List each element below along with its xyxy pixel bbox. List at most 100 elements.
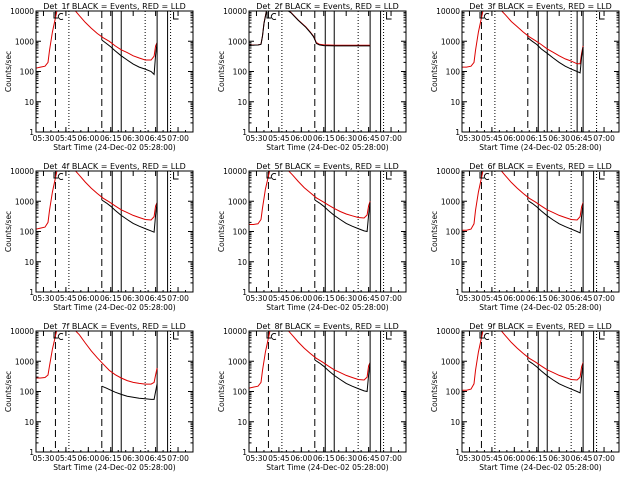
lld-series-line	[36, 171, 158, 230]
y-axis-label: Counts/sec	[430, 51, 439, 92]
x-tick-label: 05:30	[459, 454, 481, 463]
y-tick-label: 1000	[228, 357, 247, 366]
y-tick-label: 10000	[436, 327, 460, 336]
top-marker-glyph	[53, 332, 64, 340]
detector-panel: 05:30 05:45 06:00 06:15 06:30 06:45 07:00 1 10 10…	[217, 322, 407, 472]
x-tick-label: 07:00	[380, 454, 402, 463]
top-marker-glyph	[173, 332, 179, 340]
top-marker-glyph	[599, 12, 605, 20]
x-tick-label: 06:15	[313, 454, 335, 463]
x-axis-label: Start Time (24-Dec-02 05:28:00)	[479, 303, 601, 312]
x-tick-label: 05:45	[481, 454, 503, 463]
y-tick-label: 10000	[223, 327, 247, 336]
x-tick-label: 06:45	[358, 134, 380, 143]
plot-frame	[248, 330, 407, 453]
y-tick-label: 10	[450, 258, 460, 267]
y-tick-label: 100	[233, 388, 248, 397]
top-marker-glyph	[386, 332, 392, 340]
x-tick-label: 05:45	[268, 454, 290, 463]
x-tick-label: 07:00	[593, 454, 615, 463]
top-marker-glyph	[173, 12, 179, 20]
top-marker-glyph	[599, 332, 605, 340]
lld-series-line	[36, 11, 158, 69]
x-tick-label: 05:45	[268, 294, 290, 303]
y-tick-label: 1000	[441, 357, 460, 366]
events-series-line	[249, 11, 371, 47]
y-tick-label: 1000	[15, 37, 34, 46]
y-tick-label: 1	[29, 128, 34, 137]
x-tick-label: 06:00	[504, 454, 526, 463]
y-tick-label: 10000	[10, 7, 34, 16]
y-tick-label: 100	[233, 228, 248, 237]
lld-series-line	[249, 171, 371, 225]
y-tick-label: 10	[237, 258, 247, 267]
x-tick-label: 06:15	[100, 294, 122, 303]
x-tick-label: 06:30	[548, 294, 570, 303]
y-tick-label: 10	[450, 418, 460, 427]
detector-panel: 05:30 05:45 06:00 06:15 06:30 06:45 07:00 1 10 10…	[4, 322, 194, 472]
panel-title: Det_1f BLACK = Events, RED = LLD	[43, 2, 186, 11]
x-tick-label: 07:00	[167, 134, 189, 143]
x-axis-label: Start Time (24-Dec-02 05:28:00)	[479, 463, 601, 472]
x-tick-label: 06:15	[100, 454, 122, 463]
x-axis-label: Start Time (24-Dec-02 05:28:00)	[266, 463, 388, 472]
y-tick-label: 1	[455, 128, 460, 137]
y-tick-label: 100	[446, 228, 461, 237]
x-tick-label: 07:00	[380, 294, 402, 303]
y-tick-label: 10000	[223, 7, 247, 16]
x-tick-label: 07:00	[593, 134, 615, 143]
y-tick-label: 1	[242, 448, 247, 457]
x-tick-label: 06:15	[526, 294, 548, 303]
y-tick-label: 1000	[441, 37, 460, 46]
events-series-line	[527, 37, 584, 74]
top-marker-glyph	[173, 172, 179, 180]
x-tick-label: 06:15	[100, 134, 122, 143]
x-tick-label: 06:15	[313, 294, 335, 303]
y-tick-label: 10000	[436, 7, 460, 16]
y-tick-label: 100	[20, 228, 35, 237]
x-tick-label: 05:45	[481, 134, 503, 143]
x-tick-label: 07:00	[380, 134, 402, 143]
top-marker-glyph	[599, 172, 605, 180]
panel-title: Det_7f BLACK = Events, RED = LLD	[43, 322, 186, 331]
x-tick-label: 05:30	[33, 294, 55, 303]
detector-panel: 05:30 05:45 06:00 06:15 06:30 06:45 07:00 1 10 10…	[430, 2, 620, 152]
x-tick-label: 06:30	[335, 294, 357, 303]
events-series-line	[101, 199, 158, 233]
y-axis-label: Counts/sec	[217, 371, 226, 412]
x-tick-label: 05:30	[33, 134, 55, 143]
x-tick-label: 06:00	[291, 294, 313, 303]
y-tick-label: 10000	[436, 167, 460, 176]
x-tick-label: 07:00	[167, 294, 189, 303]
y-axis-label: Counts/sec	[430, 371, 439, 412]
top-marker-glyph	[386, 172, 392, 180]
panel-title: Det_4f BLACK = Events, RED = LLD	[43, 162, 186, 171]
y-axis-label: Counts/sec	[4, 371, 13, 412]
x-tick-label: 06:30	[122, 134, 144, 143]
detector-panel: 05:30 05:45 06:00 06:15 06:30 06:45 07:00 1 10 10…	[4, 162, 194, 312]
y-tick-label: 100	[233, 68, 248, 77]
x-tick-label: 05:30	[246, 454, 268, 463]
top-marker-glyph	[266, 12, 277, 20]
y-axis-label: Counts/sec	[430, 211, 439, 252]
x-tick-label: 06:00	[78, 134, 100, 143]
lld-series-line	[36, 331, 158, 385]
top-marker-glyph	[479, 12, 490, 20]
y-tick-label: 10	[24, 258, 34, 267]
x-axis-label: Start Time (24-Dec-02 05:28:00)	[53, 303, 175, 312]
y-tick-label: 1	[242, 288, 247, 297]
x-tick-label: 06:45	[571, 454, 593, 463]
top-marker-glyph	[266, 332, 277, 340]
plot-frame	[461, 10, 620, 133]
panel-title: Det_8f BLACK = Events, RED = LLD	[256, 322, 399, 331]
y-tick-label: 100	[446, 68, 461, 77]
events-series-line	[101, 39, 158, 76]
y-tick-label: 10000	[10, 167, 34, 176]
x-tick-label: 05:30	[459, 294, 481, 303]
y-tick-label: 1	[29, 288, 34, 297]
y-axis-label: Counts/sec	[217, 211, 226, 252]
x-tick-label: 05:30	[246, 294, 268, 303]
x-tick-label: 05:30	[459, 134, 481, 143]
x-tick-label: 06:45	[358, 454, 380, 463]
y-axis-label: Counts/sec	[4, 211, 13, 252]
